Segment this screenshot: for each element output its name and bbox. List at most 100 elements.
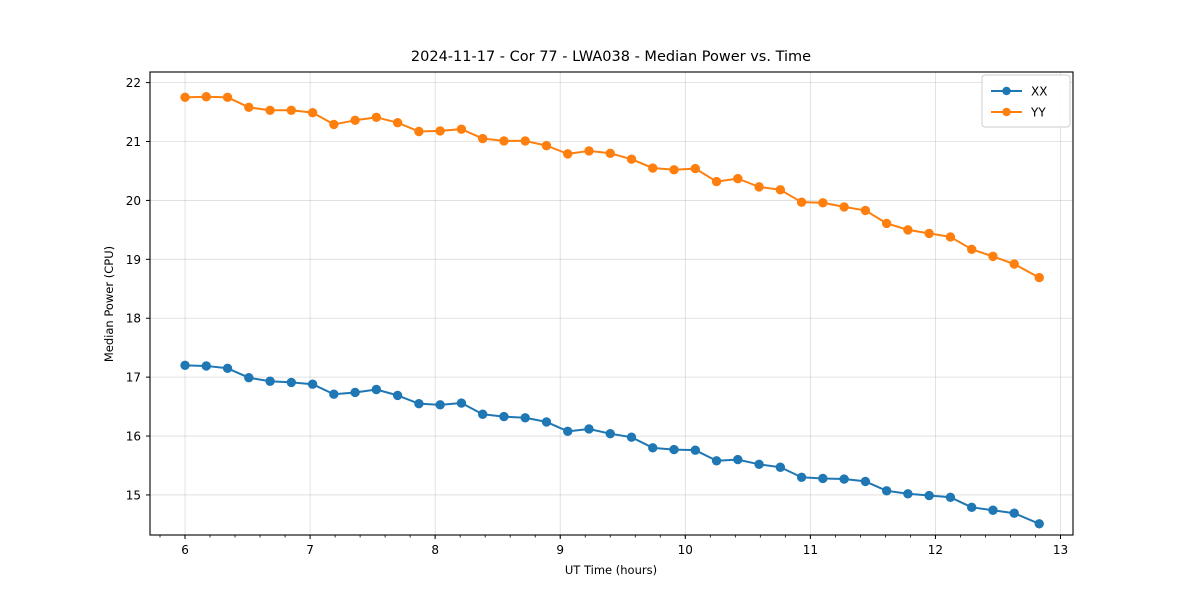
y-tick-label: 20 — [126, 194, 141, 208]
data-point — [711, 456, 722, 466]
data-point — [669, 444, 679, 455]
y-tick-label: 19 — [126, 253, 141, 267]
data-point — [307, 107, 318, 118]
x-tick-label: 13 — [1053, 543, 1068, 557]
data-point — [584, 424, 594, 434]
data-point — [435, 126, 445, 136]
legend-label: YY — [1030, 106, 1046, 120]
data-point — [796, 197, 807, 207]
legend-entry-xx[interactable]: XX — [991, 85, 1047, 99]
data-point — [371, 384, 382, 395]
data-series — [180, 92, 1044, 529]
data-point — [733, 173, 743, 184]
x-tick-label: 6 — [181, 543, 189, 557]
data-point — [201, 361, 211, 371]
data-point — [477, 409, 488, 419]
data-point — [988, 251, 998, 262]
data-point — [903, 225, 913, 235]
data-point — [563, 149, 573, 159]
data-point — [435, 400, 445, 410]
data-point — [350, 387, 360, 398]
x-tick-label: 11 — [803, 543, 818, 557]
data-point — [690, 163, 700, 174]
data-point — [754, 459, 764, 470]
data-point — [265, 376, 275, 386]
tick-marks — [146, 82, 1061, 539]
legend-swatch-marker — [1002, 107, 1011, 117]
data-point — [201, 92, 211, 102]
x-tick-label: 7 — [306, 543, 314, 557]
x-tick-label: 12 — [928, 543, 943, 557]
data-point — [392, 117, 403, 128]
y-tick-label: 21 — [126, 135, 141, 149]
data-point — [860, 205, 871, 216]
data-point — [1009, 259, 1019, 269]
data-point — [839, 202, 849, 212]
data-point — [329, 119, 339, 130]
data-point — [265, 105, 275, 115]
data-point — [967, 502, 977, 513]
data-point — [796, 472, 807, 482]
data-point — [499, 136, 509, 146]
chart-title: 2024-11-17 - Cor 77 - LWA038 - Median Po… — [411, 49, 811, 65]
y-tick-label: 17 — [126, 371, 141, 385]
data-point — [414, 126, 424, 137]
data-point — [286, 105, 297, 115]
data-point — [839, 474, 849, 484]
data-point — [307, 379, 318, 389]
data-point — [690, 445, 700, 455]
x-tick-label: 8 — [431, 543, 439, 557]
data-point — [711, 176, 722, 187]
data-point — [881, 486, 892, 496]
series-yy — [180, 92, 1044, 283]
data-point — [733, 454, 743, 465]
x-tick-label: 9 — [556, 543, 564, 557]
legend-entry-yy[interactable]: YY — [991, 106, 1046, 120]
y-axis-label: Median Power (CPU) — [102, 246, 116, 362]
data-point — [775, 185, 786, 195]
y-tick-label: 18 — [126, 312, 141, 326]
data-point — [392, 390, 403, 401]
data-point — [626, 432, 637, 442]
data-point — [180, 360, 190, 371]
data-point — [414, 398, 424, 409]
data-point — [860, 476, 871, 487]
data-point — [541, 140, 552, 151]
data-point — [1009, 508, 1019, 518]
data-point — [1034, 519, 1044, 529]
data-point — [775, 462, 786, 472]
tick-labels: 15 16 17 18 19 20 21 22 6 7 8 9 10 11 12 13 — [126, 76, 1068, 557]
data-point — [520, 413, 530, 423]
data-point — [754, 182, 764, 192]
legend-label: XX — [1031, 85, 1047, 99]
data-point — [818, 473, 828, 484]
data-point — [605, 148, 615, 158]
data-point — [967, 244, 977, 255]
data-point — [456, 124, 467, 134]
data-point — [924, 490, 934, 501]
axes-spines — [149, 71, 1074, 536]
data-point — [903, 489, 913, 499]
data-point — [244, 102, 254, 113]
data-point — [520, 136, 530, 146]
data-point — [648, 443, 658, 453]
y-tick-label: 15 — [126, 488, 141, 502]
series-xx — [180, 360, 1044, 529]
data-point — [563, 426, 573, 437]
data-point — [350, 115, 360, 126]
chart-legend[interactable]: XX YY — [981, 74, 1071, 128]
data-point — [499, 411, 509, 422]
data-point — [945, 232, 956, 242]
data-point — [626, 154, 637, 164]
data-point — [605, 428, 615, 439]
data-point — [456, 398, 467, 408]
data-point — [286, 377, 297, 388]
legend-swatch-marker — [1002, 86, 1011, 96]
data-point — [222, 363, 233, 373]
data-point — [477, 133, 488, 144]
data-point — [329, 389, 339, 399]
data-point — [222, 92, 233, 103]
data-point — [1034, 272, 1044, 283]
